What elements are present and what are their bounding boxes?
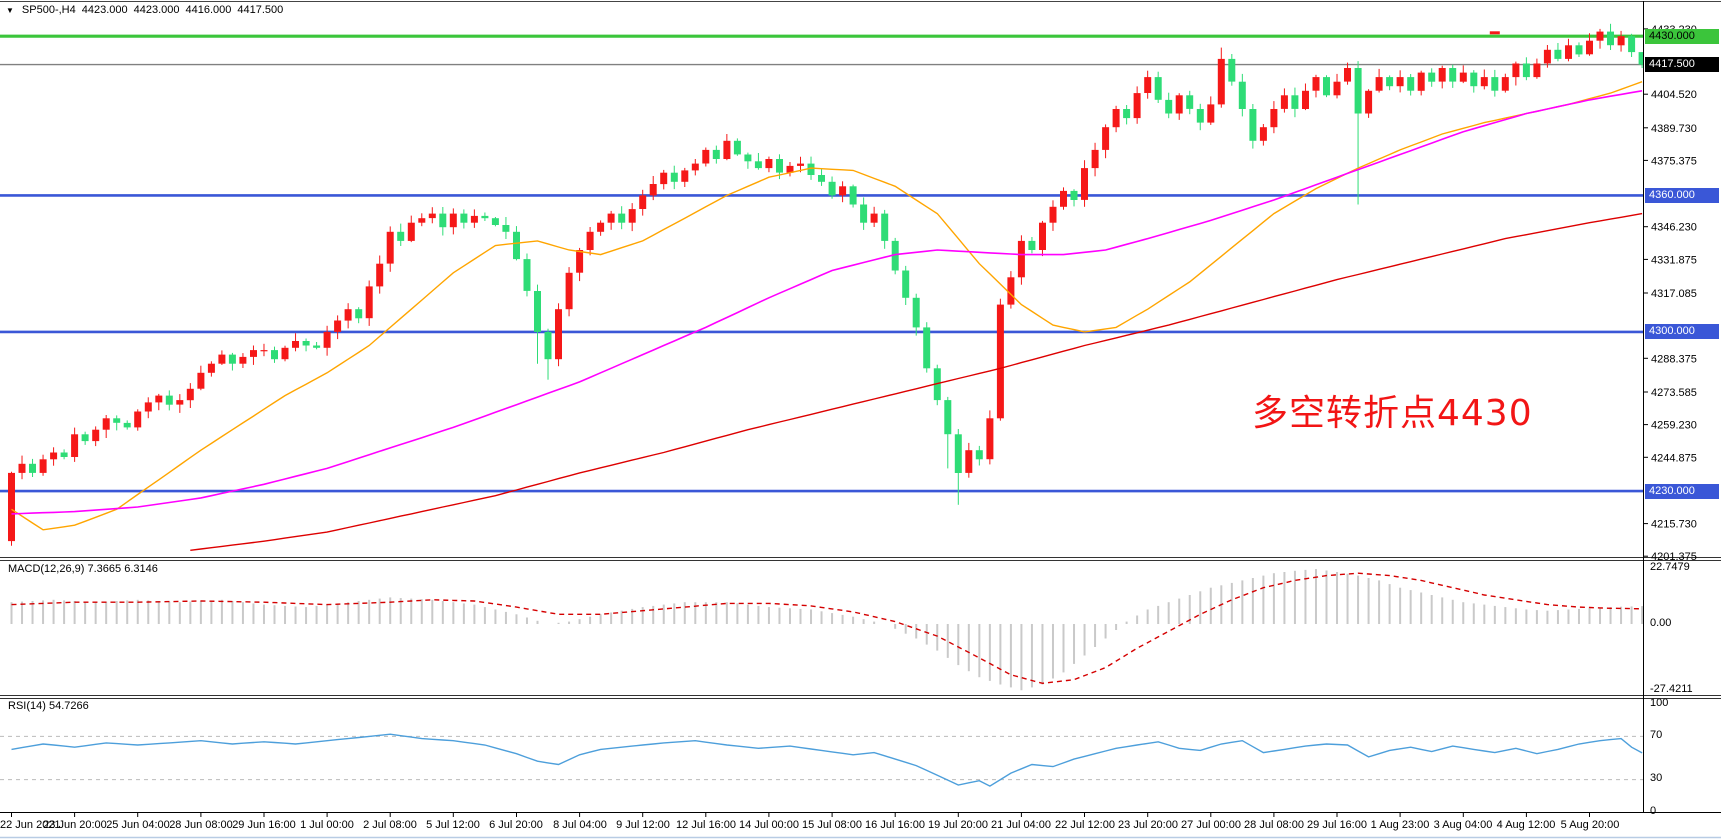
price-label-4230: 4230.000 [1645,484,1719,499]
time-axis-label: 29 Jun 16:00 [232,819,296,831]
time-axis-label: 3 Aug 04:00 [1433,819,1493,831]
time-axis-label: 8 Jul 04:00 [553,819,607,831]
price-tick-label: 4389.730 [1651,123,1697,135]
rsi-scale-30: 30 [1650,772,1663,784]
price-label-current: 4417.500 [1645,57,1719,72]
symbol-period-label: SP500-,H4 [21,4,76,16]
moving-averages [11,81,1643,551]
time-axis-label: 27 Jul 00:00 [1181,819,1241,831]
price-label-4300: 4300.000 [1645,324,1719,339]
price-tick-label: 4244.875 [1651,452,1697,464]
time-axis-label: 21 Jul 04:00 [991,819,1051,831]
price-tick-label: 4375.375 [1651,155,1697,167]
price-label-4360: 4360.000 [1645,188,1719,203]
price-label-4430: 4430.000 [1645,29,1719,44]
time-axis-label: 2 Jul 08:00 [363,819,417,831]
time-axis-label: 12 Jul 16:00 [676,819,736,831]
time-axis-label: 15 Jul 08:00 [802,819,862,831]
time-axis-label: 14 Jul 00:00 [739,819,799,831]
time-axis[interactable] [11,812,1590,817]
price-tick-label: 4346.230 [1651,222,1697,234]
price-tick-label: 4404.520 [1651,89,1697,101]
ohlc-high: 4423.000 [133,4,180,16]
rsi-scale-70: 70 [1650,729,1663,741]
price-tick-label: 4215.730 [1651,519,1697,531]
ma-slow-line [190,212,1643,551]
symbol-info-bar[interactable]: ▼ SP500-,H4 4423.000 4423.000 4416.000 4… [6,3,283,17]
ohlc-close: 4417.500 [237,4,284,16]
price-hlines [0,34,1643,493]
price-tick-label: 4201.375 [1651,551,1697,563]
ma-mid-line [11,90,1643,515]
rsi-panel [0,733,1643,787]
macd-indicator-label: MACD(12,26,9) 7.3665 6.3146 [8,563,158,575]
ohlc-low: 4416.000 [185,4,232,16]
candlesticks [8,23,1643,546]
time-axis-label: 5 Aug 20:00 [1560,819,1620,831]
time-axis-label: 23 Jun 20:00 [43,819,107,831]
annotation-text: 多空转折点4430 [1252,393,1533,434]
rsi-scale-0: 0 [1650,805,1657,817]
time-axis-label: 16 Jul 16:00 [865,819,925,831]
ma-fast-line [11,81,1643,531]
macd-signal-line [11,572,1643,685]
time-axis-label: 1 Aug 23:00 [1370,819,1430,831]
macd-scale-zero: 0.00 [1650,617,1672,629]
time-axis-label: 25 Jun 04:00 [106,819,170,831]
price-tick-label: 4331.875 [1651,254,1697,266]
time-axis-label: 22 Jul 12:00 [1055,819,1115,831]
price-tick-label: 4288.375 [1651,353,1697,365]
time-axis-label: 4 Aug 12:00 [1496,819,1556,831]
chart-object-marker [1489,31,1500,35]
rsi-value-line [11,733,1643,787]
time-axis-label: 5 Jul 12:00 [426,819,480,831]
price-axis[interactable]: 4433.2304404.5204389.7304375.3754346.230… [1643,24,1697,563]
rsi-indicator-label: RSI(14) 54.7266 [8,700,89,712]
macd-scale-max: 22.7479 [1650,561,1690,573]
dropdown-arrow-icon[interactable]: ▼ [6,5,14,15]
ohlc-open: 4423.000 [81,4,128,16]
time-axis-label: 9 Jul 12:00 [616,819,670,831]
macd-panel [10,569,1644,691]
price-tick-label: 4317.085 [1651,288,1697,300]
time-axis-label: 23 Jul 20:00 [1118,819,1178,831]
rsi-scale-100: 100 [1650,697,1669,709]
time-axis-label: 22 Jun 2021 [0,819,61,831]
time-axis-label: 28 Jul 08:00 [1244,819,1304,831]
price-tick-label: 4259.230 [1651,420,1697,432]
price-tick-label: 4273.585 [1651,387,1697,399]
time-axis-label: 19 Jul 20:00 [928,819,988,831]
time-axis-label: 28 Jun 08:00 [169,819,233,831]
time-axis-label: 1 Jul 00:00 [300,819,354,831]
macd-scale-min: -27.4211 [1650,683,1693,695]
time-axis-label: 29 Jul 16:00 [1307,819,1367,831]
time-axis-label: 6 Jul 20:00 [489,819,543,831]
